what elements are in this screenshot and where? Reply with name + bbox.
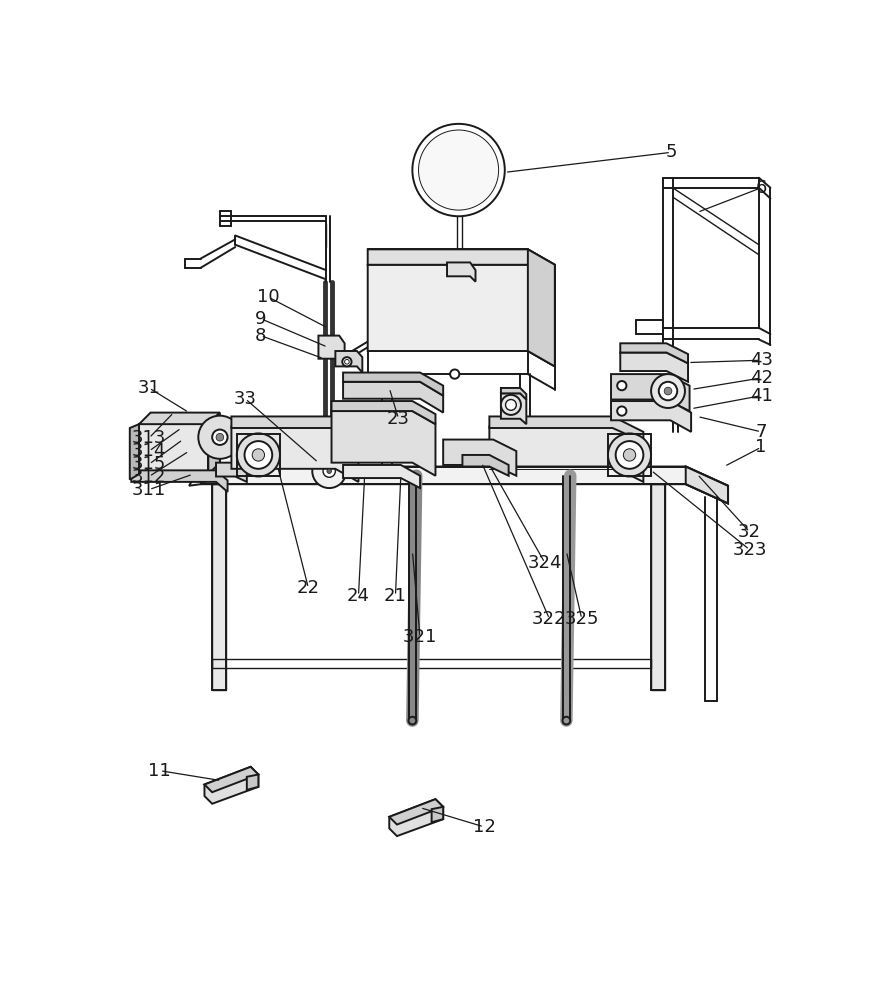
Circle shape <box>212 430 227 445</box>
Polygon shape <box>447 262 475 282</box>
Text: 311: 311 <box>132 481 166 499</box>
Polygon shape <box>620 353 687 382</box>
Polygon shape <box>331 411 435 476</box>
Circle shape <box>412 124 504 216</box>
Circle shape <box>615 441 643 469</box>
Polygon shape <box>500 388 526 400</box>
Polygon shape <box>216 463 247 482</box>
Circle shape <box>216 433 224 441</box>
Text: 32: 32 <box>738 523 760 541</box>
Circle shape <box>562 717 570 724</box>
Circle shape <box>500 395 521 415</box>
Circle shape <box>198 416 241 459</box>
Text: 21: 21 <box>384 587 407 605</box>
Polygon shape <box>208 432 220 443</box>
Text: 312: 312 <box>132 468 166 486</box>
Polygon shape <box>335 351 362 373</box>
Text: 9: 9 <box>255 310 266 328</box>
Text: 7: 7 <box>754 423 766 441</box>
Circle shape <box>608 433 651 477</box>
Polygon shape <box>651 484 664 690</box>
Polygon shape <box>367 249 554 280</box>
Polygon shape <box>620 343 687 363</box>
Polygon shape <box>247 774 258 790</box>
Circle shape <box>312 454 346 488</box>
Circle shape <box>323 465 335 477</box>
Polygon shape <box>131 470 227 492</box>
Text: 31: 31 <box>138 379 161 397</box>
Polygon shape <box>489 416 643 442</box>
Text: 321: 321 <box>402 628 436 646</box>
Text: 323: 323 <box>731 541 766 559</box>
Text: 322: 322 <box>531 610 566 628</box>
Polygon shape <box>342 465 420 488</box>
Text: 1: 1 <box>754 438 766 456</box>
Text: 23: 23 <box>386 410 409 428</box>
Polygon shape <box>139 424 208 474</box>
Polygon shape <box>331 401 435 424</box>
Circle shape <box>244 441 272 469</box>
Circle shape <box>408 717 416 724</box>
Text: 24: 24 <box>347 587 370 605</box>
Text: 22: 22 <box>297 579 320 597</box>
Circle shape <box>342 357 351 366</box>
Polygon shape <box>389 799 443 825</box>
Polygon shape <box>130 424 139 480</box>
Circle shape <box>327 469 331 473</box>
Circle shape <box>344 359 349 364</box>
Circle shape <box>505 400 515 410</box>
Polygon shape <box>231 416 358 440</box>
Circle shape <box>616 381 626 390</box>
Text: 8: 8 <box>255 327 266 345</box>
Polygon shape <box>500 393 526 424</box>
Polygon shape <box>610 401 690 432</box>
Polygon shape <box>205 767 258 792</box>
Polygon shape <box>489 426 643 482</box>
Polygon shape <box>462 455 508 476</box>
Circle shape <box>658 382 676 400</box>
Circle shape <box>651 374 684 408</box>
Text: 325: 325 <box>564 610 598 628</box>
Polygon shape <box>342 373 443 396</box>
Polygon shape <box>389 799 443 836</box>
Polygon shape <box>610 374 688 411</box>
Polygon shape <box>205 767 258 804</box>
Polygon shape <box>431 807 443 822</box>
Polygon shape <box>318 336 344 366</box>
Text: 6: 6 <box>754 179 766 197</box>
Circle shape <box>664 387 671 395</box>
Text: 43: 43 <box>749 351 772 369</box>
Polygon shape <box>208 413 220 474</box>
Text: 324: 324 <box>527 554 561 572</box>
Circle shape <box>252 449 264 461</box>
Circle shape <box>623 449 635 461</box>
Polygon shape <box>367 265 554 366</box>
Polygon shape <box>342 382 443 413</box>
Polygon shape <box>139 413 220 424</box>
Polygon shape <box>189 466 727 503</box>
Text: 42: 42 <box>749 369 772 387</box>
Text: 12: 12 <box>472 818 495 836</box>
Text: 5: 5 <box>665 143 676 161</box>
Text: 10: 10 <box>256 288 279 306</box>
Text: 41: 41 <box>749 387 772 405</box>
Text: 11: 11 <box>148 762 171 780</box>
Polygon shape <box>528 249 554 366</box>
Text: 314: 314 <box>132 442 166 460</box>
Text: 33: 33 <box>234 390 256 408</box>
Text: 315: 315 <box>132 455 166 473</box>
Text: 313: 313 <box>132 429 166 447</box>
Circle shape <box>418 130 498 210</box>
Circle shape <box>450 369 459 379</box>
Polygon shape <box>685 466 727 503</box>
Polygon shape <box>231 426 358 482</box>
Circle shape <box>236 433 279 477</box>
Polygon shape <box>212 484 226 690</box>
Circle shape <box>616 406 626 416</box>
Polygon shape <box>443 440 515 476</box>
